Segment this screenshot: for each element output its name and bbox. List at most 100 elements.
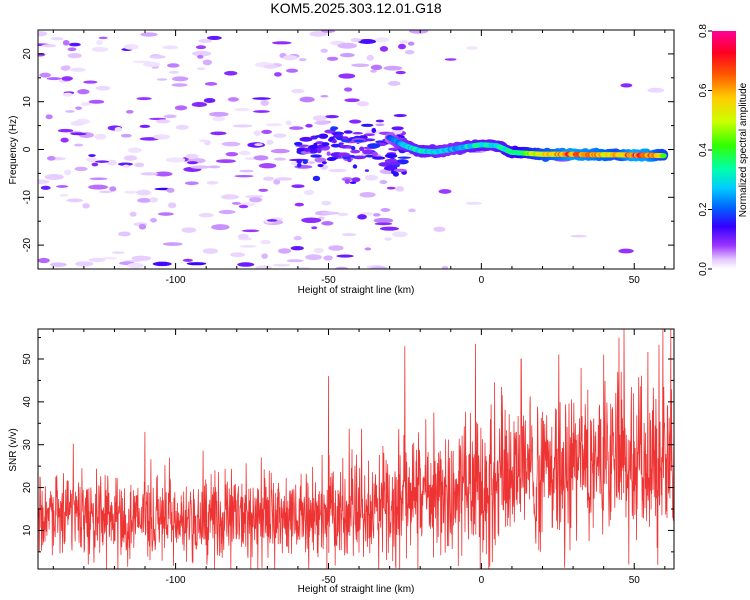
noise-blob — [321, 211, 340, 215]
noise-blob — [208, 165, 221, 169]
noise-blob — [70, 132, 87, 136]
noise-blob — [324, 115, 339, 119]
noise-blob — [347, 158, 352, 163]
noise-blob — [408, 208, 416, 213]
noise-blob — [433, 226, 446, 232]
noise-blob — [314, 121, 330, 125]
spectrogram-x-tick-label: -50 — [321, 275, 336, 286]
noise-blob — [98, 36, 108, 40]
noise-blob — [57, 128, 74, 133]
noise-blob — [149, 55, 166, 59]
noise-blob — [174, 105, 188, 111]
noise-blob — [387, 81, 401, 86]
noise-blob — [198, 213, 214, 218]
noise-blob — [620, 83, 633, 88]
noise-blob — [391, 129, 403, 135]
noise-blob — [310, 154, 322, 158]
noise-blob — [61, 76, 73, 81]
spectrogram-marks — [38, 30, 669, 269]
noise-blob — [386, 186, 396, 190]
noise-blob — [379, 180, 388, 185]
noise-blob — [397, 156, 412, 159]
noise-blob — [60, 65, 71, 71]
noise-blob — [117, 162, 133, 166]
noise-blob — [298, 58, 307, 62]
noise-blob — [301, 217, 322, 224]
noise-blob — [77, 89, 90, 95]
noise-blob — [186, 161, 199, 165]
snr-panel: -100 -50 0 50 10 20 30 40 50 Height of straight … — [8, 328, 675, 595]
noise-blob — [171, 76, 189, 82]
noise-blob — [127, 147, 142, 153]
noise-blob — [285, 120, 292, 126]
noise-blob — [286, 259, 304, 263]
noise-blob — [350, 149, 361, 154]
noise-blob — [109, 186, 117, 192]
noise-blob — [62, 92, 73, 97]
noise-blob — [186, 262, 207, 266]
noise-blob — [44, 174, 64, 181]
noise-blob — [312, 175, 321, 182]
noise-blob — [260, 239, 271, 245]
noise-blob — [239, 169, 254, 173]
noise-blob — [150, 218, 157, 223]
noise-blob — [338, 73, 356, 79]
noise-blob — [142, 61, 161, 67]
noise-blob — [182, 258, 193, 262]
noise-blob — [375, 123, 385, 127]
noise-blob — [41, 44, 57, 48]
noise-blob — [337, 152, 350, 157]
noise-blob — [380, 208, 391, 212]
noise-blob — [185, 153, 199, 160]
noise-blob — [326, 151, 331, 156]
noise-blob — [363, 133, 375, 137]
noise-blob — [328, 245, 344, 251]
noise-blob — [305, 254, 322, 261]
noise-blob — [366, 54, 375, 61]
noise-blob — [233, 108, 251, 112]
noise-blob — [465, 201, 482, 205]
noise-blob — [260, 99, 269, 106]
noise-blob — [40, 185, 51, 190]
noise-blob — [263, 176, 275, 181]
noise-blob — [47, 156, 56, 161]
noise-blob — [227, 97, 240, 102]
noise-blob — [307, 161, 315, 164]
noise-blob — [68, 42, 81, 47]
noise-blob — [308, 144, 318, 150]
snr-frame — [37, 328, 675, 570]
noise-blob — [88, 257, 106, 263]
noise-blob — [336, 254, 354, 258]
snr-y-label: SNR (v/v) — [8, 428, 19, 471]
noise-blob — [370, 266, 388, 269]
noise-blob — [73, 143, 84, 147]
noise-blob — [122, 164, 130, 168]
snr-x-tick-label: -50 — [321, 575, 336, 586]
noise-blob — [211, 224, 230, 231]
colorbar-gradient — [712, 31, 736, 269]
noise-blob — [352, 155, 366, 160]
noise-blob — [166, 187, 175, 193]
noise-blob — [299, 96, 315, 103]
noise-blob — [195, 45, 207, 50]
noise-blob — [291, 184, 305, 188]
noise-blob — [302, 159, 308, 165]
noise-blob — [266, 139, 274, 145]
noise-blob — [210, 131, 227, 136]
noise-blob — [326, 157, 337, 161]
noise-blob — [120, 133, 132, 138]
noise-blob — [294, 141, 303, 146]
noise-blob — [204, 82, 218, 86]
noise-blob — [273, 157, 286, 161]
noise-blob — [349, 119, 362, 124]
noise-blob — [91, 46, 109, 52]
noise-blob — [337, 42, 358, 49]
noise-blob — [118, 231, 131, 237]
spectrogram-y-tick-label: 0 — [22, 146, 33, 152]
noise-blob — [197, 54, 204, 59]
noise-blob — [88, 184, 108, 190]
noise-blob — [67, 47, 77, 52]
noise-blob — [66, 198, 84, 203]
noise-blob — [254, 143, 263, 147]
noise-blob — [273, 133, 287, 138]
